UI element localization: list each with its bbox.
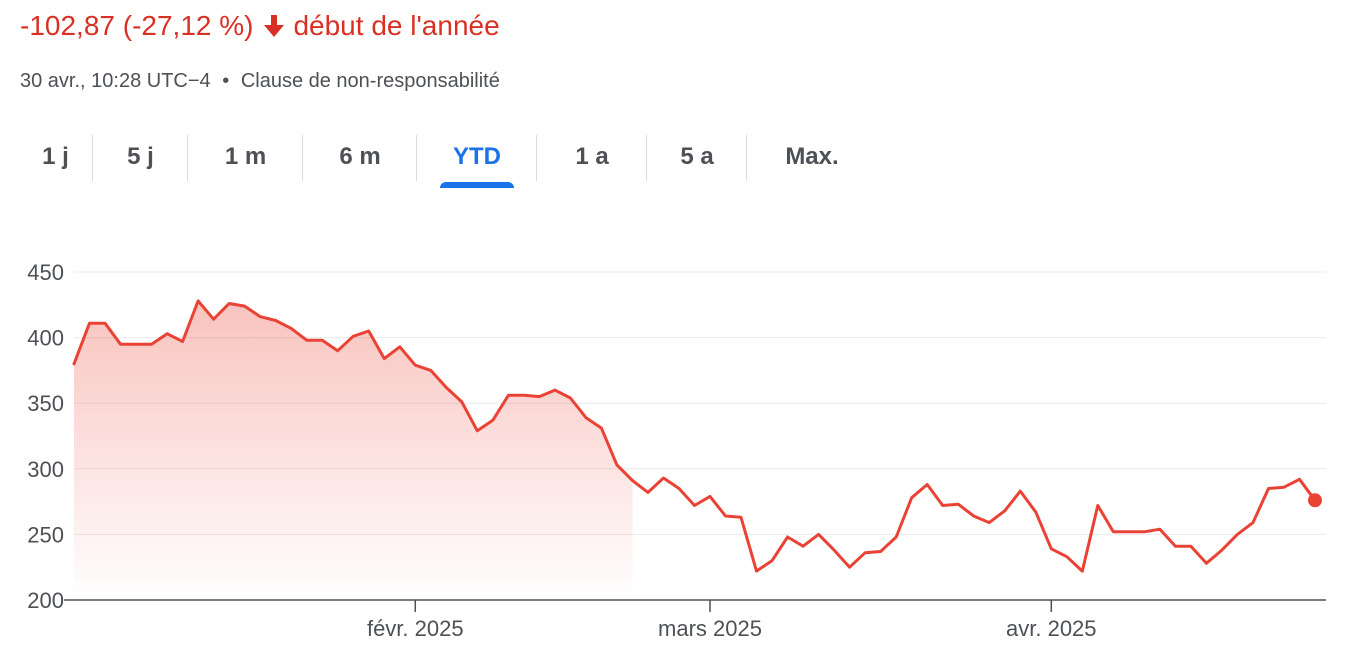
tab-6m[interactable]: 6 m: [303, 133, 417, 181]
y-tick-label: 300: [27, 457, 64, 482]
tab-max[interactable]: Max.: [747, 133, 877, 181]
meta-separator: •: [222, 70, 230, 92]
ytd-period-label: début de l'année: [293, 10, 500, 41]
tab-1m[interactable]: 1 m: [188, 133, 303, 181]
price-area-fill: [74, 300, 633, 600]
price-line: [72, 299, 1317, 573]
tab-label: 5 a: [680, 143, 714, 170]
x-tick-label: avr. 2025: [1006, 616, 1097, 641]
y-axis-labels: 200 250 300 350 400 450: [27, 260, 64, 613]
tab-label: YTD: [453, 143, 501, 170]
quote-timestamp: 30 avr., 10:28 UTC−4: [20, 70, 211, 92]
tab-label: 6 m: [339, 143, 381, 170]
tab-label: 1 j: [42, 143, 69, 170]
tab-5d[interactable]: 5 j: [93, 133, 188, 181]
x-tick-label: mars 2025: [658, 616, 762, 641]
tab-5y[interactable]: 5 a: [647, 133, 747, 181]
arrow-down-icon: [264, 15, 285, 37]
y-tick-label: 450: [27, 260, 64, 285]
x-tick-label: févr. 2025: [367, 616, 464, 641]
y-tick-label: 200: [27, 588, 64, 613]
active-tab-indicator: [440, 182, 514, 188]
x-axis-ticks: févr. 2025 mars 2025 avr. 2025: [367, 600, 1097, 641]
last-point-marker: [1308, 493, 1322, 508]
ytd-change-value: -102,87 (-27,12 %): [20, 10, 254, 41]
tab-label: 1 m: [224, 143, 267, 170]
tab-ytd[interactable]: YTD: [417, 133, 537, 188]
disclaimer-link[interactable]: Clause de non-responsabilité: [240, 70, 500, 92]
tab-label: Max.: [785, 143, 839, 170]
y-tick-label: 250: [27, 522, 64, 547]
y-tick-label: 350: [27, 391, 64, 416]
tab-1y[interactable]: 1 a: [537, 133, 647, 181]
ytd-change-indicator: -102,87 (-27,12 %) début de l'année: [20, 10, 500, 42]
time-range-tabs: 1 j 5 j 1 m 6 m YTD 1 a 5 a Max.: [18, 133, 877, 188]
quote-meta: 30 avr., 10:28 UTC−4 • Clause de non-res…: [20, 70, 500, 93]
y-tick-label: 400: [27, 326, 64, 351]
tab-1d[interactable]: 1 j: [18, 133, 93, 181]
tab-label: 5 j: [127, 143, 154, 170]
tab-label: 1 a: [575, 143, 609, 170]
